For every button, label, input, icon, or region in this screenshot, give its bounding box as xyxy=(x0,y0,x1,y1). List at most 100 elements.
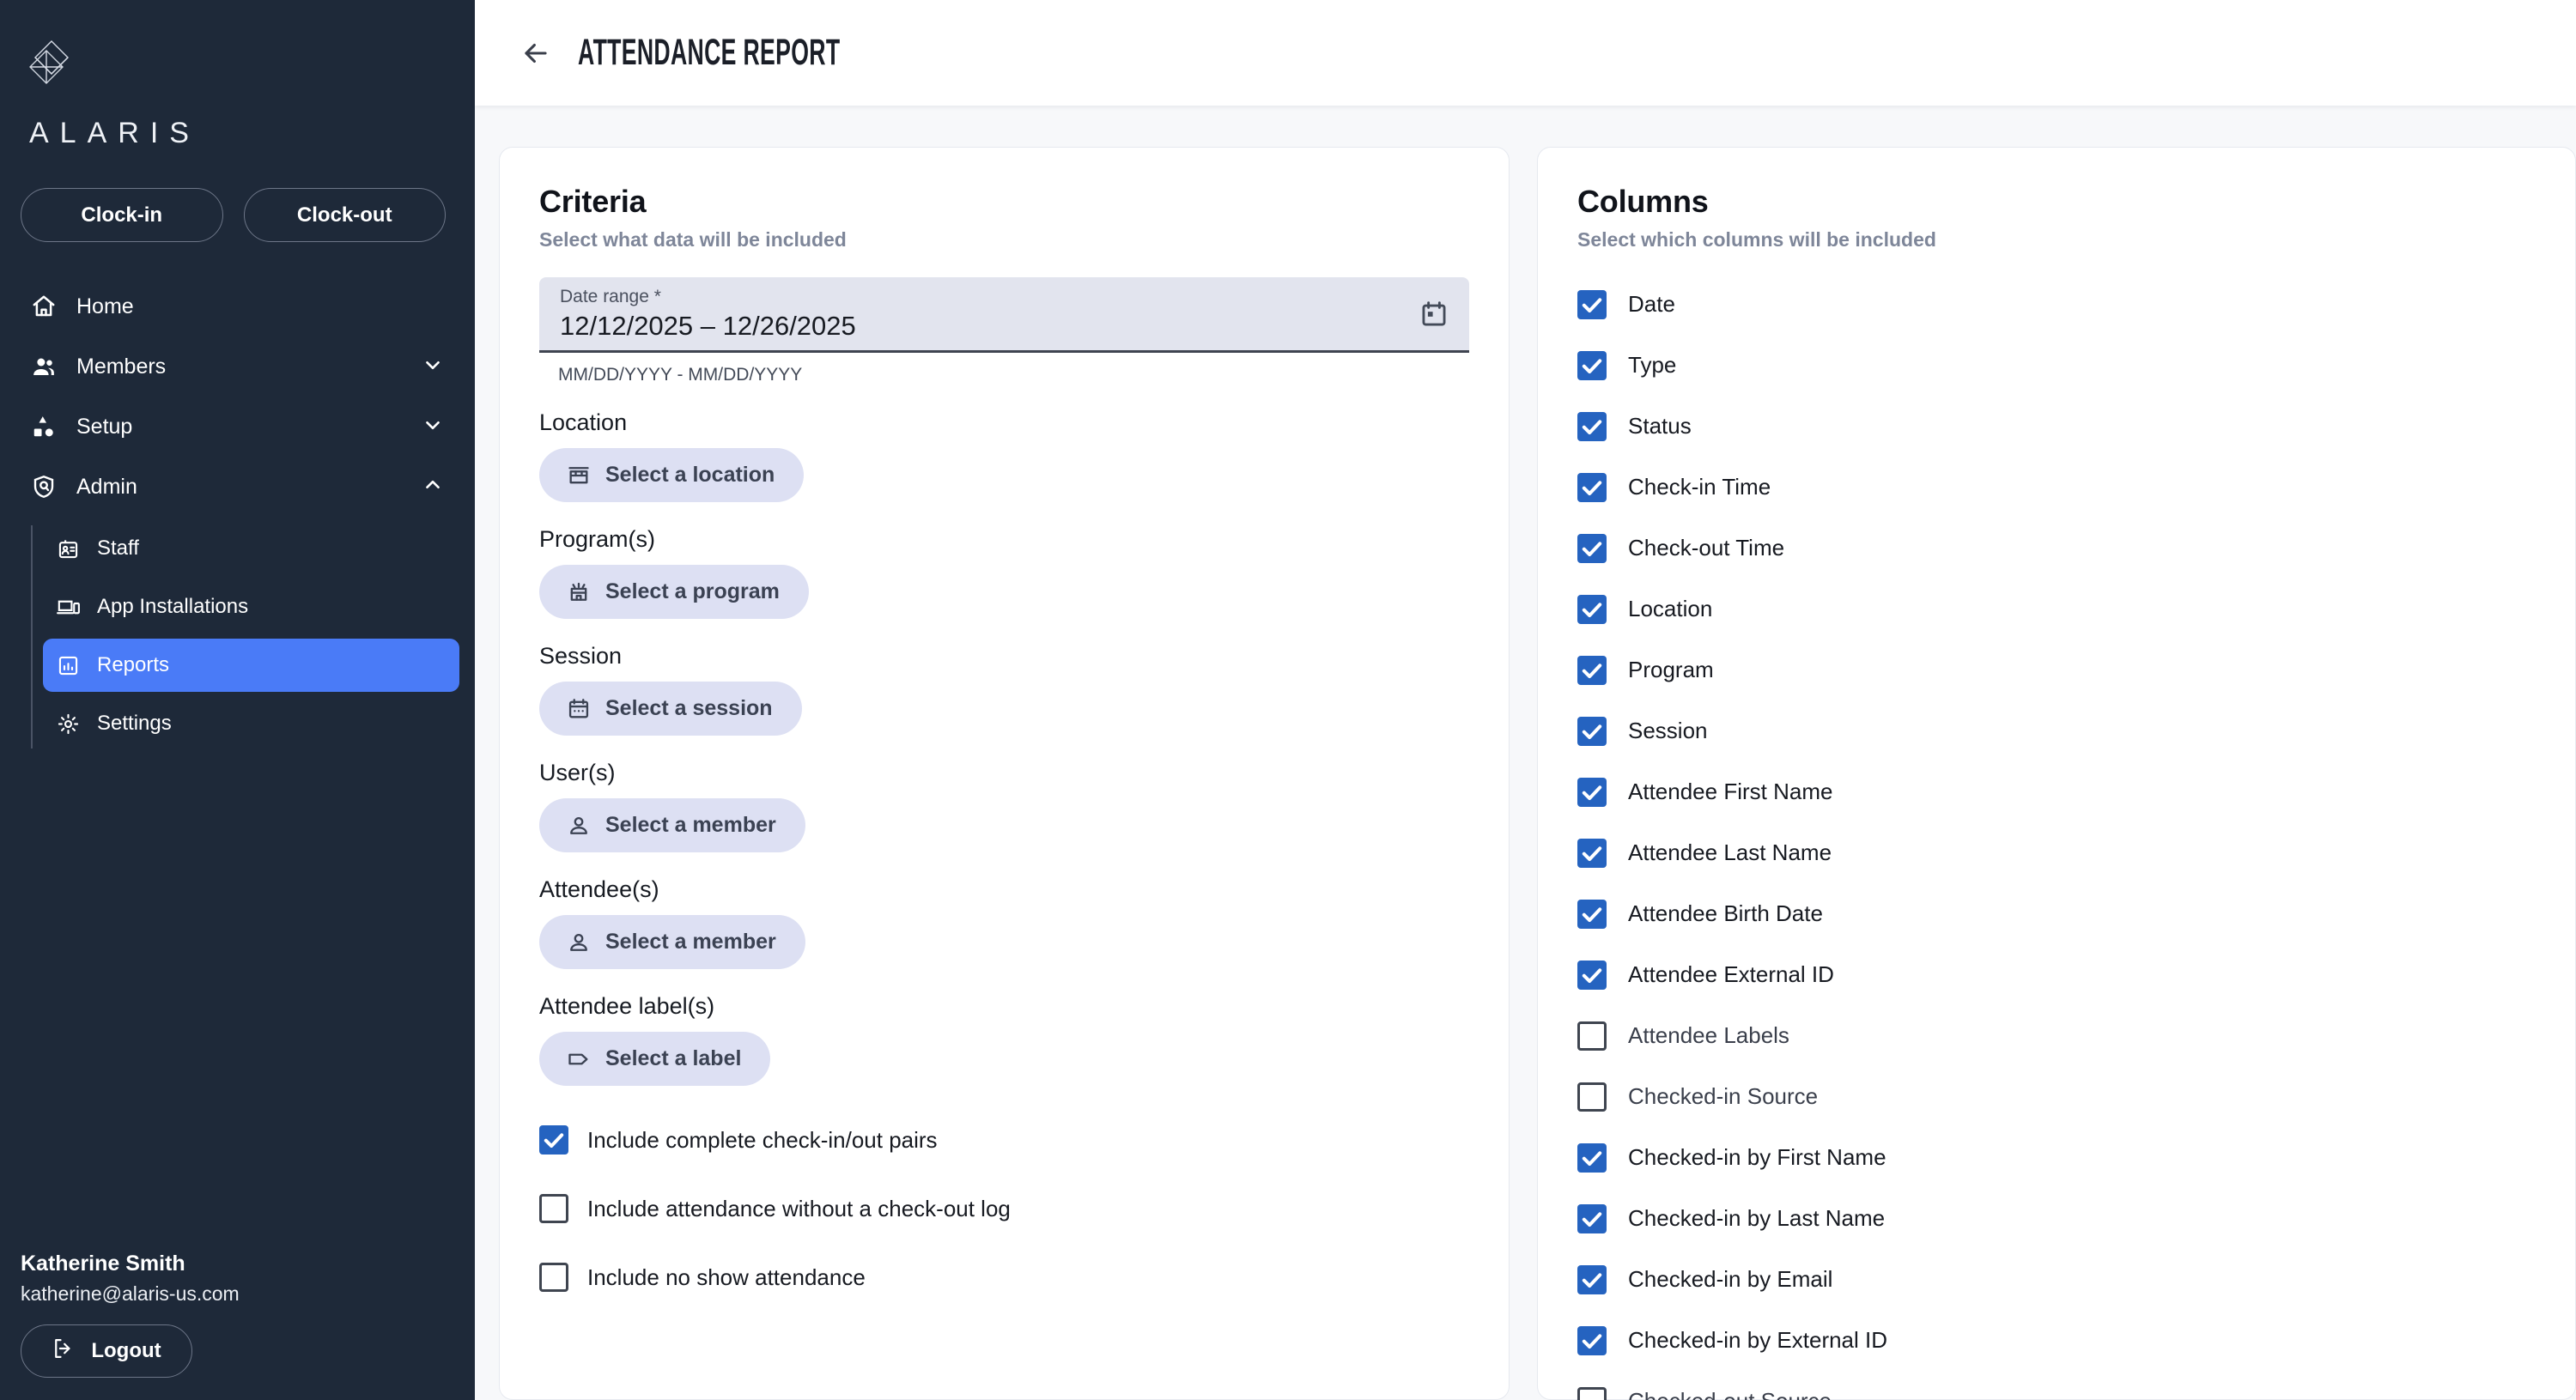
column-label: Checked-in by External ID xyxy=(1628,1327,1888,1353)
checkbox-checked-icon[interactable] xyxy=(1577,1203,1607,1233)
select-attendee-member-chip[interactable]: Select a member xyxy=(539,915,805,969)
calendar-icon[interactable] xyxy=(1419,300,1449,329)
sidebar-item-settings[interactable]: Settings xyxy=(43,697,459,750)
select-location-chip[interactable]: Select a location xyxy=(539,448,805,502)
column-row[interactable]: Attendee Last Name xyxy=(1577,822,2536,883)
column-row[interactable]: Attendee Labels xyxy=(1577,1005,2536,1066)
sidebar-item-admin[interactable]: Admin xyxy=(15,457,459,517)
tag-icon xyxy=(567,1047,591,1071)
sidebar-item-staff[interactable]: Staff xyxy=(43,522,459,575)
checkbox-unchecked-icon[interactable] xyxy=(539,1263,568,1292)
column-label: Status xyxy=(1628,413,1692,439)
clock-in-button[interactable]: Clock-in xyxy=(21,188,223,242)
checkbox-checked-icon[interactable] xyxy=(539,1125,568,1155)
checkbox-checked-icon[interactable] xyxy=(1577,472,1607,502)
date-range-input[interactable]: Date range * 12/12/2025 – 12/26/2025 xyxy=(539,277,1469,353)
column-row[interactable]: Checked-out Source xyxy=(1577,1371,2536,1400)
column-row[interactable]: Checked-in by Email xyxy=(1577,1249,2536,1310)
checkbox-unchecked-icon[interactable] xyxy=(1577,1021,1607,1051)
select-user-member-chip[interactable]: Select a member xyxy=(539,798,805,852)
sidebar-item-reports[interactable]: Reports xyxy=(43,639,459,692)
checkbox-checked-icon[interactable] xyxy=(1577,350,1607,380)
checkbox-checked-icon[interactable] xyxy=(1577,289,1607,319)
date-range-hint: MM/DD/YYYY - MM/DD/YYYY xyxy=(558,365,803,385)
column-row[interactable]: Checked-in Source xyxy=(1577,1066,2536,1127)
stadium-icon xyxy=(567,580,591,604)
field-label: Attendee(s) xyxy=(539,876,659,902)
column-row[interactable]: Attendee Birth Date xyxy=(1577,883,2536,944)
gear-icon xyxy=(57,712,80,736)
column-row[interactable]: Attendee External ID xyxy=(1577,944,2536,1005)
select-label-chip[interactable]: Select a label xyxy=(539,1032,771,1086)
logout-button[interactable]: Logout xyxy=(21,1324,192,1378)
sidebar-item-label: Setup xyxy=(76,414,133,439)
column-row[interactable]: Location xyxy=(1577,579,2536,639)
shield-icon xyxy=(31,474,57,500)
sidebar-item-setup[interactable]: Setup xyxy=(15,397,459,457)
clock-out-button[interactable]: Clock-out xyxy=(243,188,446,242)
sidebar-item-home[interactable]: Home xyxy=(15,276,459,336)
checkbox-unchecked-icon[interactable] xyxy=(539,1194,568,1223)
option-label: Include complete check-in/out pairs xyxy=(587,1126,938,1153)
checkbox-checked-icon[interactable] xyxy=(1577,1142,1607,1173)
option-no-show[interactable]: Include no show attendance xyxy=(539,1263,1469,1292)
user-block: Katherine Smith katherine@alaris-us.com … xyxy=(21,1252,454,1378)
checkbox-checked-icon[interactable] xyxy=(1577,533,1607,563)
column-row[interactable]: Type xyxy=(1577,335,2536,396)
checkbox-checked-icon[interactable] xyxy=(1577,655,1607,685)
date-range-value: 12/12/2025 – 12/26/2025 xyxy=(560,310,856,341)
columns-card: Columns Select which columns will be inc… xyxy=(1537,147,2576,1400)
checkbox-checked-icon[interactable] xyxy=(1577,411,1607,441)
home-icon xyxy=(31,294,57,319)
column-row[interactable]: Checked-in by External ID xyxy=(1577,1310,2536,1371)
checkbox-checked-icon[interactable] xyxy=(1577,1325,1607,1355)
column-row[interactable]: Check-out Time xyxy=(1577,518,2536,579)
column-row[interactable]: Check-in Time xyxy=(1577,457,2536,518)
column-row[interactable]: Attendee First Name xyxy=(1577,761,2536,822)
column-row[interactable]: Status xyxy=(1577,396,2536,457)
main-area: ATTENDANCE REPORT Criteria Select what d… xyxy=(475,0,2576,1400)
page-header: ATTENDANCE REPORT xyxy=(475,0,2576,106)
chip-label: Select a member xyxy=(605,930,776,954)
checkbox-checked-icon[interactable] xyxy=(1577,838,1607,868)
sidebar-item-app-installations[interactable]: App Installations xyxy=(43,580,459,633)
column-row[interactable]: Date xyxy=(1577,274,2536,335)
checkbox-unchecked-icon[interactable] xyxy=(1577,1386,1607,1400)
sidebar-nav: Home Members xyxy=(0,276,475,755)
chevron-down-icon[interactable] xyxy=(422,354,444,380)
checkbox-checked-icon[interactable] xyxy=(1577,1264,1607,1294)
checkbox-checked-icon[interactable] xyxy=(1577,777,1607,807)
option-without-checkout[interactable]: Include attendance without a check-out l… xyxy=(539,1194,1469,1223)
user-email: katherine@alaris-us.com xyxy=(21,1282,240,1305)
option-label: Include no show attendance xyxy=(587,1264,866,1290)
badge-icon xyxy=(57,537,80,561)
back-arrow-icon[interactable] xyxy=(519,37,552,70)
alaris-logo-icon xyxy=(26,38,475,100)
checkbox-checked-icon[interactable] xyxy=(1577,716,1607,746)
checkbox-checked-icon[interactable] xyxy=(1577,960,1607,990)
page-title: ATTENDANCE REPORT xyxy=(578,32,841,73)
select-session-chip[interactable]: Select a session xyxy=(539,682,802,736)
sidebar-item-label: Members xyxy=(76,354,167,379)
column-row[interactable]: Checked-in by Last Name xyxy=(1577,1188,2536,1249)
checkbox-checked-icon[interactable] xyxy=(1577,899,1607,929)
column-row[interactable]: Session xyxy=(1577,700,2536,761)
select-program-chip[interactable]: Select a program xyxy=(539,565,809,619)
user-name: Katherine Smith xyxy=(21,1252,185,1276)
chevron-up-icon[interactable] xyxy=(422,474,444,500)
report-chart-icon xyxy=(57,654,80,677)
date-range-texts: Date range * 12/12/2025 – 12/26/2025 xyxy=(560,287,1419,342)
columns-list: Date Type Status Check-in Time Check-out Tim… xyxy=(1577,274,2536,1400)
criteria-card: Criteria Select what data will be includ… xyxy=(499,147,1510,1400)
column-row[interactable]: Program xyxy=(1577,639,2536,700)
option-complete-pairs[interactable]: Include complete check-in/out pairs xyxy=(539,1125,1469,1155)
column-row[interactable]: Checked-in by First Name xyxy=(1577,1127,2536,1188)
column-label: Attendee Last Name xyxy=(1628,839,1832,865)
field-users: User(s) Select a member xyxy=(539,760,1469,852)
checkbox-checked-icon[interactable] xyxy=(1577,594,1607,624)
chevron-down-icon[interactable] xyxy=(422,414,444,440)
column-label: Check-in Time xyxy=(1628,474,1771,500)
sidebar-item-members[interactable]: Members xyxy=(15,336,459,397)
sidebar-item-label: Staff xyxy=(97,536,139,560)
checkbox-unchecked-icon[interactable] xyxy=(1577,1082,1607,1112)
